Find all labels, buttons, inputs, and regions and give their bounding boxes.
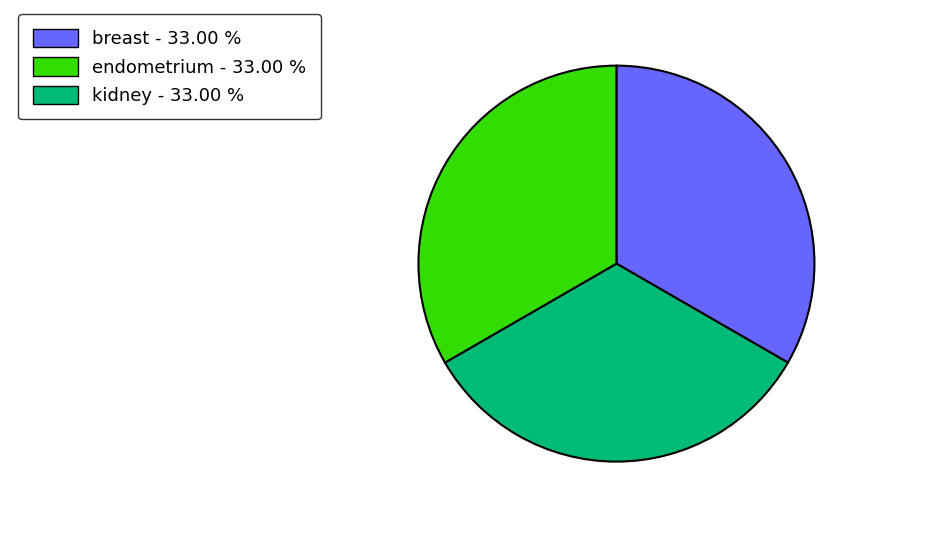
Wedge shape bbox=[616, 66, 815, 363]
Legend: breast - 33.00 %, endometrium - 33.00 %, kidney - 33.00 %: breast - 33.00 %, endometrium - 33.00 %,… bbox=[19, 15, 321, 119]
Wedge shape bbox=[445, 264, 788, 462]
Wedge shape bbox=[418, 66, 616, 363]
